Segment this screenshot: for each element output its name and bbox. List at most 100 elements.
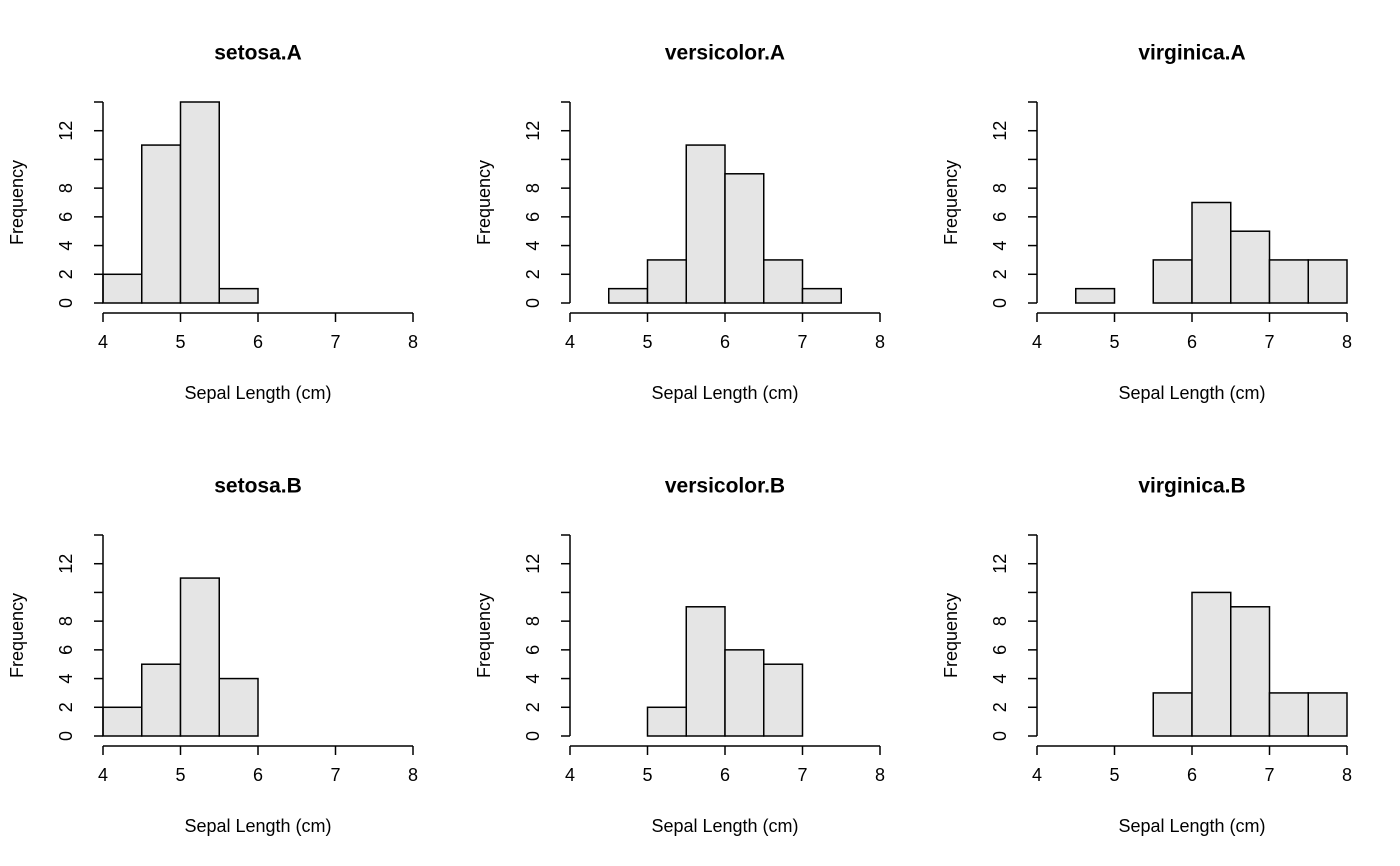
bar bbox=[763, 663, 804, 737]
y-tick-label: 2 bbox=[523, 702, 543, 712]
x-tick-label: 7 bbox=[1264, 765, 1274, 785]
y-axis-label: Frequency bbox=[941, 593, 961, 678]
y-tick-label: 6 bbox=[523, 645, 543, 655]
x-tick-label: 4 bbox=[565, 332, 575, 352]
bar bbox=[685, 144, 726, 304]
bar bbox=[1307, 259, 1348, 304]
x-tick-label: 5 bbox=[1109, 332, 1119, 352]
x-tick-label: 8 bbox=[1342, 332, 1352, 352]
chart-title: virginica.A bbox=[1138, 42, 1245, 65]
x-tick-label: 8 bbox=[875, 332, 885, 352]
y-tick-label: 2 bbox=[56, 702, 76, 712]
y-tick-label: 6 bbox=[523, 212, 543, 222]
chart-title: virginica.B bbox=[1138, 475, 1245, 498]
y-tick-label: 8 bbox=[990, 616, 1010, 626]
y-tick-label: 8 bbox=[56, 616, 76, 626]
bar bbox=[1268, 692, 1309, 737]
y-tick-label: 6 bbox=[990, 645, 1010, 655]
x-tick-label: 4 bbox=[1032, 332, 1042, 352]
x-tick-label: 5 bbox=[175, 765, 185, 785]
bar bbox=[102, 706, 143, 737]
y-tick-label: 4 bbox=[990, 241, 1010, 251]
y-tick-label: 2 bbox=[990, 702, 1010, 712]
x-tick-label: 8 bbox=[1342, 765, 1352, 785]
bar bbox=[1191, 201, 1232, 304]
bar bbox=[1230, 230, 1271, 304]
y-tick-label: 2 bbox=[523, 269, 543, 279]
bar bbox=[763, 259, 804, 304]
x-tick-label: 4 bbox=[1032, 765, 1042, 785]
x-tick-label: 6 bbox=[720, 332, 730, 352]
x-tick-label: 7 bbox=[797, 765, 807, 785]
x-tick-label: 7 bbox=[1264, 332, 1274, 352]
bar bbox=[608, 287, 649, 304]
panel: 0 2 4 6 8 12 4 5 6 7 8 Sepal Length (cm) Frequency se… bbox=[7, 42, 418, 403]
y-tick-label: 8 bbox=[56, 183, 76, 193]
y-tick-label: 4 bbox=[56, 674, 76, 684]
y-tick-label: 6 bbox=[56, 212, 76, 222]
x-tick-label: 5 bbox=[642, 332, 652, 352]
bar bbox=[646, 706, 687, 737]
bar bbox=[218, 287, 259, 304]
chart-title: versicolor.A bbox=[665, 42, 785, 65]
chart-title: versicolor.B bbox=[665, 475, 785, 498]
y-tick-label: 0 bbox=[990, 298, 1010, 308]
bar bbox=[724, 649, 765, 737]
x-tick-label: 6 bbox=[253, 765, 263, 785]
x-tick-label: 8 bbox=[408, 765, 418, 785]
y-tick-label: 12 bbox=[56, 121, 76, 141]
chart-title: setosa.B bbox=[214, 475, 302, 498]
y-axis-label: Frequency bbox=[474, 160, 494, 245]
y-tick-label: 4 bbox=[990, 674, 1010, 684]
bar bbox=[1152, 259, 1193, 304]
x-axis-label: Sepal Length (cm) bbox=[1118, 383, 1265, 403]
y-tick-label: 8 bbox=[523, 616, 543, 626]
bar bbox=[685, 606, 726, 737]
x-tick-label: 6 bbox=[1187, 332, 1197, 352]
bar bbox=[1191, 591, 1232, 737]
x-axis-label: Sepal Length (cm) bbox=[651, 383, 798, 403]
chart-title: setosa.A bbox=[214, 42, 302, 65]
panel: 0 2 4 6 8 12 4 5 6 7 8 Sepal Length (cm) Frequency ve… bbox=[474, 42, 885, 403]
y-tick-label: 12 bbox=[523, 554, 543, 574]
x-axis-label: Sepal Length (cm) bbox=[184, 383, 331, 403]
x-tick-label: 6 bbox=[720, 765, 730, 785]
x-tick-label: 8 bbox=[408, 332, 418, 352]
y-tick-label: 0 bbox=[990, 731, 1010, 741]
y-tick-label: 2 bbox=[56, 269, 76, 279]
bar bbox=[179, 577, 220, 737]
y-tick-label: 0 bbox=[56, 298, 76, 308]
bar bbox=[801, 287, 842, 304]
bar bbox=[1075, 287, 1116, 304]
x-axis-label: Sepal Length (cm) bbox=[651, 816, 798, 836]
y-tick-label: 4 bbox=[523, 241, 543, 251]
bar bbox=[102, 273, 143, 304]
x-tick-label: 4 bbox=[98, 765, 108, 785]
y-tick-label: 8 bbox=[523, 183, 543, 193]
y-tick-label: 6 bbox=[990, 212, 1010, 222]
y-tick-label: 12 bbox=[523, 121, 543, 141]
y-tick-label: 12 bbox=[990, 121, 1010, 141]
bar bbox=[646, 259, 687, 304]
x-tick-label: 4 bbox=[98, 332, 108, 352]
y-axis-label: Frequency bbox=[941, 160, 961, 245]
x-tick-label: 5 bbox=[175, 332, 185, 352]
y-tick-label: 2 bbox=[990, 269, 1010, 279]
y-tick-label: 12 bbox=[990, 554, 1010, 574]
x-axis-label: Sepal Length (cm) bbox=[1118, 816, 1265, 836]
bar bbox=[1307, 692, 1348, 737]
x-tick-label: 7 bbox=[797, 332, 807, 352]
bar bbox=[141, 663, 182, 737]
x-axis-label: Sepal Length (cm) bbox=[184, 816, 331, 836]
x-tick-label: 5 bbox=[642, 765, 652, 785]
bar bbox=[724, 173, 765, 304]
y-tick-label: 0 bbox=[56, 731, 76, 741]
x-tick-label: 5 bbox=[1109, 765, 1119, 785]
bar bbox=[179, 101, 220, 304]
bar bbox=[1152, 692, 1193, 737]
x-tick-label: 6 bbox=[1187, 765, 1197, 785]
x-tick-label: 8 bbox=[875, 765, 885, 785]
y-tick-label: 6 bbox=[56, 645, 76, 655]
bar bbox=[141, 144, 182, 304]
